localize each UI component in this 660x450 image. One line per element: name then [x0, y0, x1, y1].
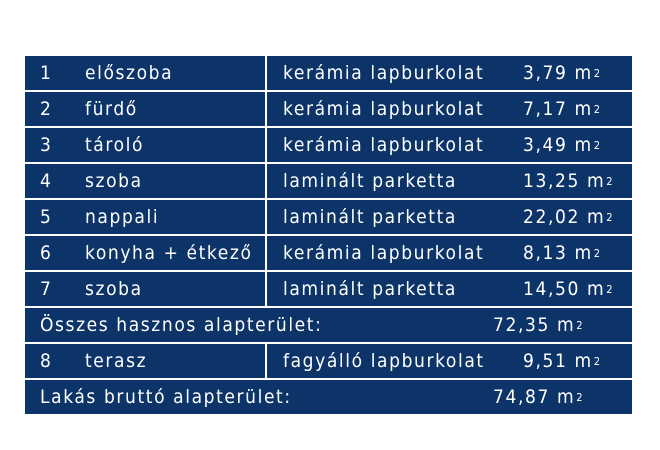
- room-number: 8: [40, 350, 53, 372]
- room-number: 2: [40, 98, 53, 120]
- room-flooring: kerámia lapburkolat: [283, 98, 485, 120]
- room-flooring: laminált parketta: [283, 278, 457, 300]
- room-number: 6: [40, 242, 53, 264]
- room-number: 3: [40, 134, 53, 156]
- room-name: előszoba: [52, 56, 267, 90]
- room-flooring: kerámia lapburkolat: [283, 242, 485, 264]
- room-name: fürdő: [52, 92, 267, 126]
- room-name: szoba: [52, 272, 267, 306]
- useful-total-label: Összes hasznos alapterület:: [40, 314, 323, 336]
- room-number: 5: [40, 206, 53, 228]
- room-flooring: fagyálló lapburkolat: [283, 350, 485, 372]
- room-name: tároló: [52, 128, 267, 162]
- room-number: 4: [40, 170, 53, 192]
- gross-total-label: Lakás bruttó alapterület:: [40, 386, 292, 408]
- room-number: 7: [40, 278, 53, 300]
- room-name: terasz: [52, 344, 267, 378]
- room-name: szoba: [52, 164, 267, 198]
- room-row: 6 konyha + étkező kerámia lapburkolat 8,…: [25, 236, 632, 270]
- room-flooring: kerámia lapburkolat: [283, 134, 485, 156]
- room-name: nappali: [52, 200, 267, 234]
- room-name: konyha + étkező: [52, 236, 267, 270]
- room-flooring: laminált parketta: [283, 170, 457, 192]
- room-flooring: laminált parketta: [283, 206, 457, 228]
- room-flooring: kerámia lapburkolat: [283, 62, 485, 84]
- room-number: 1: [40, 62, 53, 84]
